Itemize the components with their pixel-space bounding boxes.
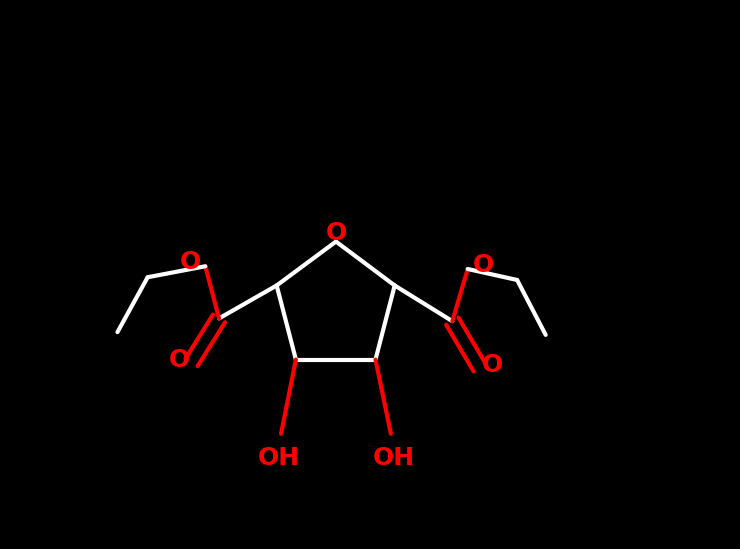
Text: O: O — [326, 221, 346, 245]
Text: O: O — [481, 353, 502, 377]
Text: O: O — [472, 253, 494, 277]
Text: OH: OH — [372, 446, 414, 470]
Text: O: O — [179, 250, 201, 274]
Text: O: O — [169, 348, 190, 372]
Text: OH: OH — [258, 446, 300, 470]
